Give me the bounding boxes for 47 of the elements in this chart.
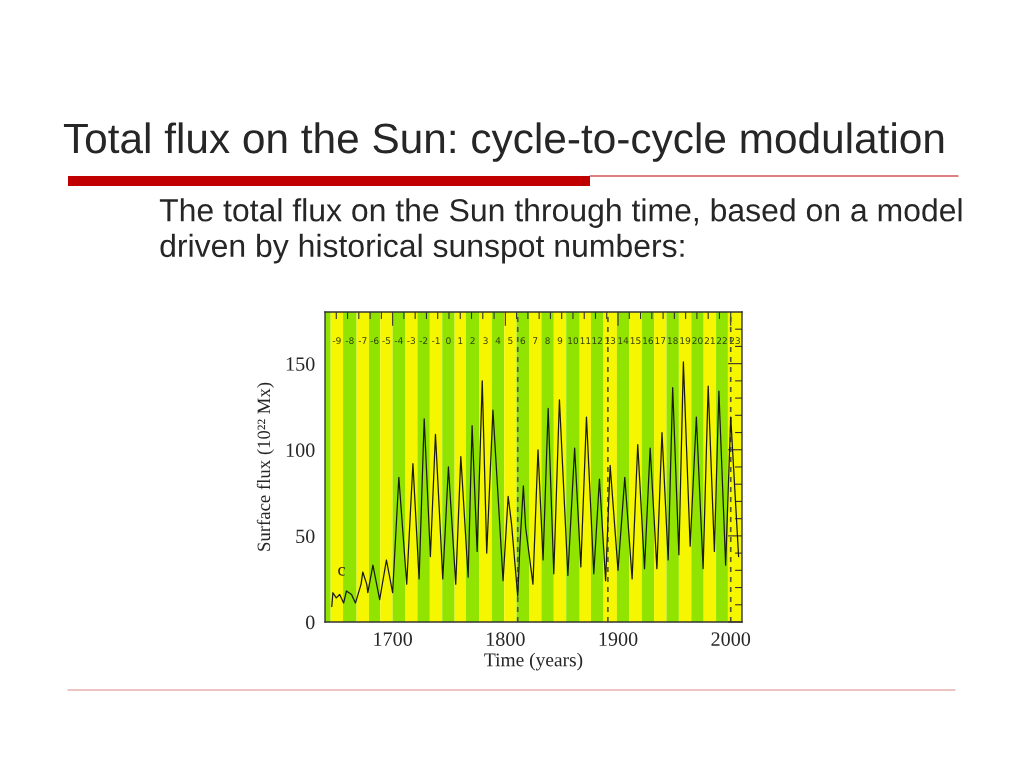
y-tick-label: 0: [305, 615, 315, 630]
band-label: 18: [667, 337, 678, 345]
y-tick-label: 150: [286, 357, 315, 371]
band-label: -2: [419, 337, 428, 344]
band-label: -8: [345, 337, 354, 345]
band-label: -3: [407, 337, 416, 345]
chart-title: Total flux on the Sun: cycle-to-cycle modulation: [63, 122, 944, 162]
band-label: 2: [470, 337, 475, 344]
band-label: -9: [332, 337, 341, 345]
x-tick-label: 1700: [374, 632, 413, 646]
x-axis-title: Time (years): [484, 652, 583, 671]
band-label: -1: [431, 337, 440, 344]
chart-subtitle: The total flux on the Sun through time, based on a model driven by historical sunspot numbers:: [159, 198, 962, 264]
band-label: 8: [545, 337, 550, 345]
band-label: 22: [716, 337, 727, 344]
band-label: 14: [618, 337, 629, 344]
band-label: 16: [643, 337, 654, 345]
band-label: 9: [557, 337, 563, 345]
x-tick-label: 2000: [711, 632, 751, 646]
band-label: -4: [394, 337, 403, 344]
band-label: 15: [630, 337, 641, 345]
y-axis-title: Surface flux (10²² Mx): [256, 382, 274, 551]
band-label: 19: [680, 337, 691, 345]
band-label: 0: [446, 337, 451, 345]
band-label: -6: [370, 337, 379, 345]
band-label: 7: [533, 337, 538, 344]
band-label: 20: [692, 337, 703, 345]
band-label: 17: [655, 337, 666, 344]
band-label: 1: [458, 337, 463, 344]
y-tick-label: 100: [286, 443, 315, 457]
y-tick-label: 50: [296, 529, 315, 544]
band-label: 6: [520, 337, 526, 345]
band-label: 11: [580, 337, 591, 344]
band-label: 21: [704, 337, 715, 344]
band-label: -5: [382, 337, 391, 345]
band-label: 4: [495, 337, 501, 344]
band-label: 12: [592, 337, 603, 344]
x-tick-label: 1800: [486, 632, 525, 646]
band-label: 10: [568, 337, 579, 345]
band-label: 5: [508, 337, 513, 345]
x-tick-label: 1900: [599, 632, 638, 646]
annotation: c: [338, 566, 345, 576]
band-label: -7: [358, 337, 367, 344]
band-label: 3: [483, 337, 488, 345]
band-label: 13: [605, 337, 616, 345]
band-label: 23: [729, 337, 740, 345]
line-series: [331, 361, 740, 608]
